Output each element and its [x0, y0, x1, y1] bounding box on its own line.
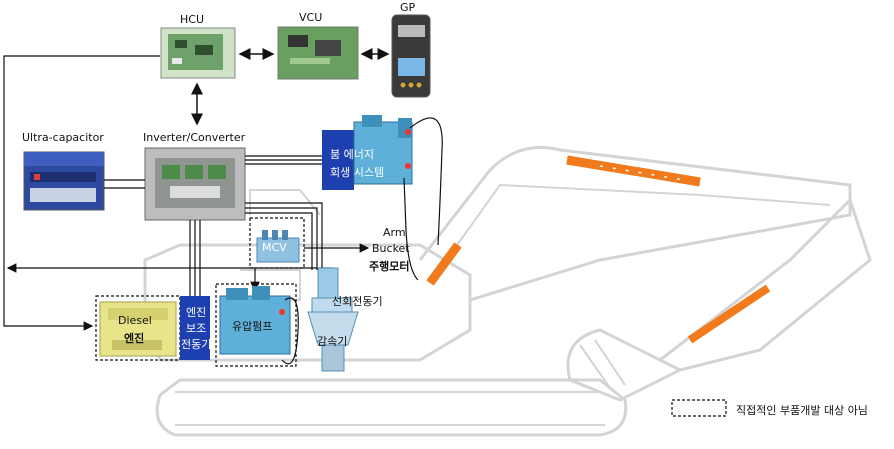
vcu-board — [277, 26, 359, 80]
label-inverter: Inverter/Converter — [143, 131, 246, 144]
hose-energy-bottom — [403, 177, 419, 281]
engine-assist-motor — [180, 296, 210, 360]
legend-text: 직접적인 부품개발 대상 아님 — [736, 404, 868, 417]
cylinder-boom — [426, 242, 462, 286]
label-swing-motor: 선회전동기 — [332, 295, 383, 308]
diesel-engine — [99, 301, 177, 357]
mcv-valve — [256, 230, 300, 263]
mcv-box — [249, 217, 305, 269]
label-diesel: Diesel — [118, 314, 152, 327]
link-hcu-engine — [3, 55, 160, 331]
cylinder-bucket — [687, 284, 771, 344]
label-assist-1: 엔진 — [186, 306, 207, 319]
label-energy-2: 회생 시스템 — [330, 166, 385, 179]
label-travel-motor: 주행모터 — [369, 260, 410, 273]
pump-dashed-box — [215, 283, 297, 367]
hydraulic-pump — [219, 286, 291, 355]
inverter-converter-unit — [144, 147, 246, 221]
energy-recovery-motor — [322, 130, 354, 190]
label-hcu: HCU — [180, 13, 205, 26]
hcu-board — [160, 27, 236, 79]
energy-recovery-pump — [353, 115, 413, 185]
label-gp: GP — [400, 1, 416, 14]
link-ultracap-inverter — [104, 179, 145, 189]
ultracapacitor-module — [23, 151, 105, 211]
label-ultracap: Ultra-capacitor — [22, 131, 104, 144]
hose-energy-top — [409, 117, 443, 246]
label-arm: Arm — [383, 226, 406, 239]
cylinder-arm — [566, 155, 701, 187]
label-vcu: VCU — [299, 11, 323, 24]
label-mcv: MCV — [262, 241, 287, 254]
label-energy-1: 붐 에너지 — [330, 148, 374, 161]
gp-display-unit — [391, 14, 431, 98]
swing-reducer — [307, 311, 359, 372]
label-bucket: Bucket — [372, 242, 410, 255]
link-inverter-energy — [245, 155, 322, 165]
label-engine: 엔진 — [124, 332, 145, 345]
label-hyd-pump: 유압펌프 — [232, 320, 273, 333]
link-inverter-assist — [189, 220, 201, 296]
hose-pump — [281, 297, 299, 365]
label-reducer: 감속기 — [317, 335, 348, 348]
legend-swatch — [671, 399, 727, 417]
label-assist-2: 보조 — [186, 322, 207, 335]
label-assist-3: 전동기 — [181, 338, 212, 351]
swing-motor — [311, 267, 353, 315]
